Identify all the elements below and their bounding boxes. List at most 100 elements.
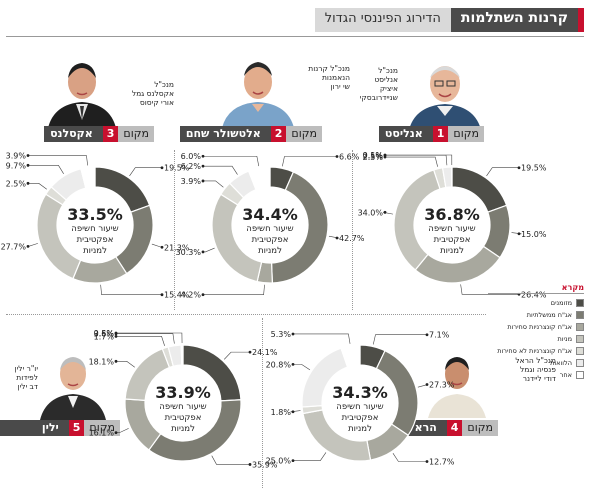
legend-swatch: [576, 311, 584, 319]
data-label: 18.1%: [89, 357, 115, 366]
data-label: 1.8%: [271, 408, 292, 417]
leader-dot: [425, 333, 429, 337]
avatar-fund-4: [428, 348, 486, 422]
leader-line: [372, 334, 427, 345]
leader-dot: [425, 383, 429, 386]
data-label: 35.9%: [252, 460, 278, 469]
legend-swatch: [576, 347, 584, 355]
divider-horizontal: [6, 314, 486, 315]
leader-dot: [114, 359, 118, 363]
leader-dot: [201, 164, 205, 168]
avatar-fund-2: [218, 50, 298, 132]
caption-fund-1: מנכ"ל אנליסט איציק שניידרובסקי: [359, 66, 398, 102]
leader-dot: [114, 331, 118, 335]
data-label: 24.1%: [252, 348, 278, 357]
leader-line: [28, 183, 47, 190]
donut-slice: [270, 171, 329, 284]
legend-item: אג"ח קונצרניות לא סחירות: [488, 345, 584, 357]
data-label: 9.7%: [6, 161, 27, 170]
donut-chart-fund-3: 19.5% 21.3% 15.4% 27.7% 2.5% 9.7% 3.9% 33.5% ש…: [0, 140, 190, 310]
rank-fund-3: מקום 3 אקסלנס: [44, 126, 154, 142]
leader-line: [28, 155, 88, 166]
data-label: 21.3%: [164, 243, 190, 252]
leader-dot: [291, 459, 295, 463]
donut-slice: [340, 344, 361, 368]
data-label: 30.3%: [176, 248, 202, 257]
leader-dot: [26, 154, 30, 157]
donut-chart-fund-5: 24.1% 35.9% 16.1% 18.1% 1.7% 3.6% 0.5% 33.9% ש…: [88, 318, 278, 488]
leader-dot: [335, 236, 339, 240]
data-label: 7.1%: [429, 331, 450, 340]
legend-item: אג"ח ממשלתיות: [488, 309, 584, 321]
donut-slice: [247, 166, 271, 191]
leader-line: [28, 165, 64, 174]
donut-chart-fund-2: 6.6% 42.7% 4.2% 30.3% 3.9% 6.2% 6.0% 34.4% שיע…: [175, 140, 365, 310]
leader-dot: [383, 153, 387, 157]
caption-fund-3: מנכ"ל אקסלנס גמל אורי קיסוס: [131, 80, 174, 107]
leader-dot: [517, 232, 521, 236]
leader-line: [203, 165, 238, 175]
leader-dot: [201, 179, 205, 183]
donut-center-fund-1: 36.8% שיעור חשיפה אפקטיבית למניות: [424, 205, 480, 256]
legend-item: אחר: [488, 369, 584, 381]
caption-fund-2: מנכ"ל קרנות הנאמנות שי ירון: [308, 64, 350, 91]
donut-chart-fund-4: 7.1% 27.3% 12.7% 25.0% 1.8% 20.8% 5.3% 34.3% ש…: [265, 318, 455, 488]
data-label: 20.8%: [266, 360, 292, 369]
leader-line: [293, 452, 327, 461]
leader-dot: [291, 362, 295, 366]
avatar-fund-1: [405, 50, 485, 134]
legend-item: אג"ח קונצרניות סחירות: [488, 321, 584, 333]
rank-fund-1: מקום 1 אנליסט: [378, 126, 484, 142]
data-label: 6.2%: [181, 162, 202, 171]
data-label: 3.9%: [6, 152, 27, 161]
data-label: 19.5%: [521, 164, 547, 173]
leader-line: [116, 361, 135, 368]
leader-dot: [160, 245, 164, 249]
donut-center-fund-5: 33.9% שיעור חשיפה אפקטיבית למניות: [155, 383, 211, 434]
leader-line: [392, 452, 427, 462]
donut-svg-fund-1: 19.5%15.0%26.4%34.0%2.5%2.5%0.1%: [358, 151, 547, 299]
donut-chart-fund-1: 19.5% 15.0% 26.4% 34.0% 2.5% 2.5% 0.1% 36.8% ש…: [357, 140, 547, 310]
leader-dot: [26, 181, 30, 185]
donut-slice: [180, 344, 184, 366]
data-label: 42.7%: [339, 234, 365, 243]
legend-swatch: [576, 371, 584, 379]
divider-vertical-1: [352, 150, 353, 310]
data-label: 3.6%: [94, 330, 115, 339]
leader-line: [293, 333, 351, 344]
leader-line: [460, 284, 519, 295]
data-label: 3.9%: [181, 177, 202, 186]
leader-dot: [26, 163, 30, 167]
leader-line: [293, 364, 311, 371]
data-label: 27.7%: [1, 242, 27, 251]
avatar-fund-3: [46, 50, 118, 132]
data-label: 15.4%: [164, 291, 190, 300]
data-label: 15.0%: [521, 230, 547, 239]
leader-dot: [425, 460, 429, 463]
leader-line: [282, 156, 337, 167]
leader-dot: [160, 293, 164, 297]
data-label: 0.1%: [363, 151, 384, 160]
donut-center-fund-3: 33.5% שיעור חשיפה אפקטיבית למניות: [67, 205, 123, 256]
leader-line: [100, 284, 162, 295]
legend: מקרא מזומנים אג"ח ממשלתיות אג"ח קונצרניו…: [488, 283, 584, 381]
leader-dot: [517, 166, 521, 170]
leader-line: [116, 333, 175, 344]
leader-line: [116, 336, 165, 346]
donut-center-fund-2: 34.4% שיעור חשיפה אפקטיבית למניות: [242, 205, 298, 256]
legend-item: מזומנים: [488, 297, 584, 309]
leader-line: [203, 155, 260, 167]
legend-title: מקרא: [488, 283, 584, 294]
legend-swatch: [576, 323, 584, 331]
data-label: 26.4%: [521, 290, 547, 299]
legend-swatch: [576, 359, 584, 367]
donut-svg-fund-5: 24.1% 35.9% 16.1% 18.1% 1.7%3.6%0.5%: [89, 329, 278, 469]
data-label: 2.5%: [363, 153, 384, 162]
divider-vertical-2: [174, 150, 175, 310]
leader-dot: [26, 245, 30, 248]
leader-line: [385, 154, 453, 166]
caption-fund-4: מנכ"ל הראל פנסיה וגמל דודי ליידנר: [515, 356, 556, 383]
divider-vertical-3: [262, 318, 263, 488]
data-label: 5.3%: [271, 330, 292, 339]
data-label: 0.5%: [94, 329, 115, 338]
